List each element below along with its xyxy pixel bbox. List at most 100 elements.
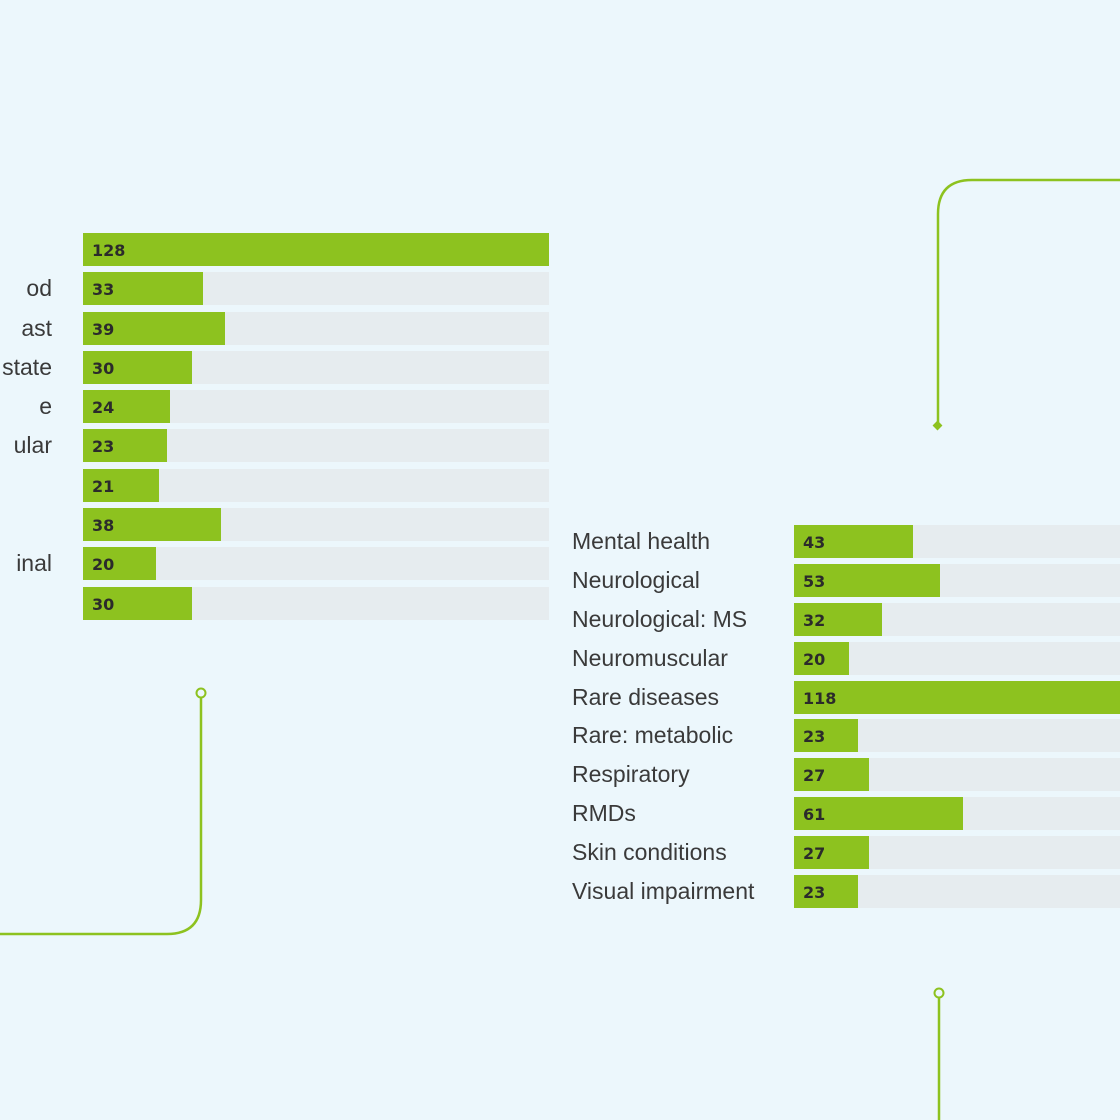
category-label: state [2,353,52,380]
bar-row: Neuromuscular 20 [572,641,1120,675]
bar-chart-left: 128 od 33 ast 39 state 30 e 24 ular 23 21 38 inal 20 30 [0,233,550,626]
bar-value-label: 24 [92,398,115,418]
bar [794,641,850,675]
bar-row: 30 [0,586,550,620]
bar-track: 23 [794,719,1120,753]
bar [794,836,869,870]
bar-row: RMDs 61 [572,797,1120,831]
bar-track: 33 [83,272,549,306]
bar-row: 128 [0,233,550,266]
category-label: Respiratory [572,761,690,788]
bar [794,680,1120,714]
bar [83,586,193,620]
category-label: Neurological: MS [572,605,748,632]
bar-track: 118 [794,680,1120,714]
category-label: ast [21,314,52,341]
bar [794,719,858,753]
bar-value-label: 53 [803,571,826,591]
category-label: Neurological [572,566,700,593]
bar-row: Neurological: MS 32 [572,602,1120,636]
bar-value-label: 32 [803,610,826,630]
bar-track: 43 [794,525,1120,558]
bar-row: Neurological 53 [572,563,1120,597]
bar [794,758,869,792]
bar-value-label: 27 [803,766,826,786]
category-label: ular [13,432,52,459]
bar-value-label: 128 [92,241,126,260]
category-label: Visual impairment [572,878,755,905]
bar-row: Skin conditions 27 [572,836,1120,870]
bar-track: 39 [83,311,549,345]
bar-chart-right: Mental health 43 Neurological 53 Neurologica… [572,525,1120,914]
bar-row: e 24 [0,390,550,424]
bar [794,797,963,831]
bar-row: Respiratory 27 [572,758,1120,792]
bar-track: 38 [83,508,549,542]
bar-track: 23 [794,875,1120,909]
bar-row: Rare: metabolic 23 [572,719,1120,753]
bar-value-label: 23 [803,883,826,903]
bar-row: 38 [0,508,550,542]
bar-value-label: 118 [803,688,837,708]
bar-track: 32 [794,602,1120,636]
bar-track: 30 [83,350,549,384]
bar-track: 20 [83,547,549,581]
category-label: Rare: metabolic [572,722,734,749]
bar-row: ular 23 [0,429,550,463]
bar-track: 30 [83,586,549,620]
bar [83,272,204,306]
category-label: RMDs [572,800,636,827]
category-label: od [26,275,52,302]
bar-value-label: 30 [92,594,115,614]
bar-row: Visual impairment 23 [572,875,1120,909]
bar-track: 27 [794,836,1120,870]
bar-value-label: 20 [803,649,826,669]
bar [83,429,167,463]
bar-row: ast 39 [0,311,550,345]
bar-track: 24 [83,390,549,424]
bar-row: 21 [0,468,550,502]
bar-value-label: 43 [803,533,826,552]
bar-value-label: 27 [803,844,826,864]
connector-diamond-marker [932,420,943,431]
bar-row: od 33 [0,272,550,306]
bar [83,390,171,424]
bar-value-label: 23 [803,727,826,747]
bar-value-label: 20 [92,555,115,575]
bar-row: Mental health 43 [572,525,1120,558]
bar-track: 61 [794,797,1120,831]
category-label: Mental health [572,528,711,554]
bar [83,311,225,345]
category-label: Neuromuscular [572,644,728,671]
bar [83,468,160,502]
bar-row: inal 20 [0,547,550,581]
bar-track: 128 [83,233,549,266]
bar-row: state 30 [0,350,550,384]
bar-value-label: 38 [92,516,115,536]
bar-track: 27 [794,758,1120,792]
bar [83,233,549,266]
bar-value-label: 23 [92,437,115,457]
connector-node-bottom [933,987,945,999]
category-label: Rare diseases [572,683,720,710]
bar-value-label: 61 [803,805,826,825]
bar-value-label: 21 [92,476,115,496]
bar-value-label: 33 [92,280,115,300]
bar [83,547,156,581]
category-label: e [39,393,52,420]
category-label: inal [16,550,52,577]
bar-row: Rare diseases 118 [572,680,1120,714]
bar-value-label: 39 [92,319,115,339]
connector-line-bottom-left [0,698,203,936]
bar-track: 23 [83,429,549,463]
bar [83,508,222,542]
category-label: Skin conditions [572,839,727,866]
bar [794,525,913,558]
bar-track: 53 [794,563,1120,597]
bar [83,350,193,384]
bar-track: 20 [794,641,1120,675]
bar-value-label: 30 [92,358,115,378]
bar [794,563,941,597]
bar-track: 21 [83,468,549,502]
